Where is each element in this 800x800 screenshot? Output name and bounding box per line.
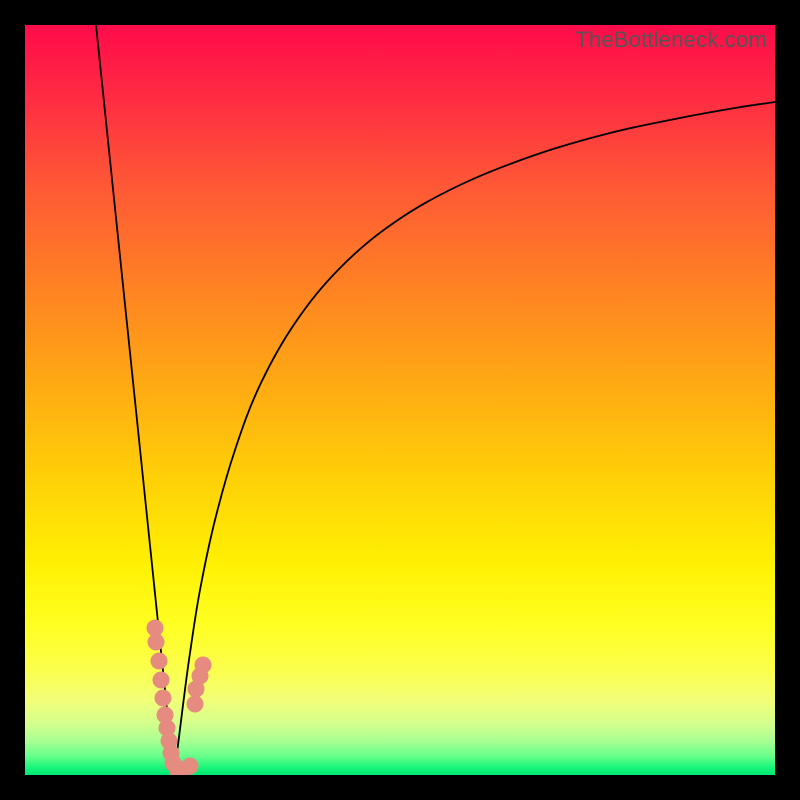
canvas-stage: TheBottleneck.com: [0, 0, 800, 800]
plot-area: TheBottleneck.com: [25, 25, 775, 775]
data-marker: [187, 696, 204, 713]
watermark-label: TheBottleneck.com: [575, 27, 767, 53]
data-marker: [155, 690, 172, 707]
data-marker: [182, 758, 199, 775]
data-marker: [148, 634, 165, 651]
data-markers-layer: [25, 25, 775, 775]
data-marker: [153, 672, 170, 689]
data-marker: [151, 653, 168, 670]
data-marker: [195, 657, 212, 674]
